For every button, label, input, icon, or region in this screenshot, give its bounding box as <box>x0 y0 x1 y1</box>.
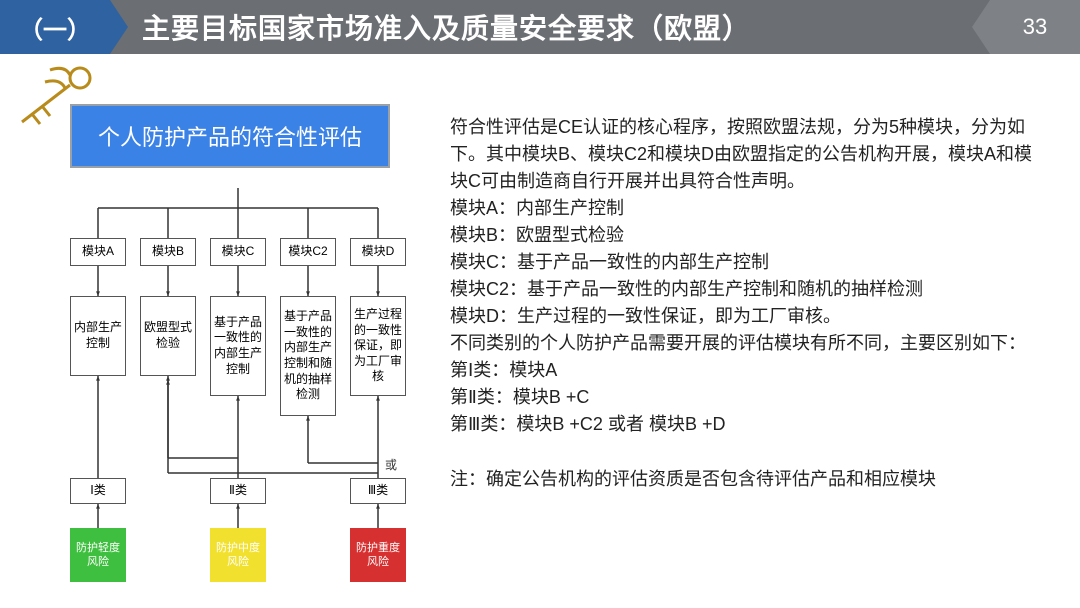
slide-body: 个人防护产品的符合性评估 模块A 模块B 模块C 模块C2 模块D 内部生产控制欧盟型式检… <box>0 54 1080 588</box>
slide-header: （一） 主要目标国家市场准入及质量安全要求（欧盟） 33 <box>0 0 1080 54</box>
category-box: Ⅲ类 <box>350 478 406 504</box>
section-label: （一） <box>0 0 110 54</box>
risk-box: 防护中度风险 <box>210 528 266 582</box>
key-staff-icon <box>10 60 100 140</box>
diagram-column: 个人防护产品的符合性评估 模块A 模块B 模块C 模块C2 模块D 内部生产控制欧盟型式检… <box>40 74 420 588</box>
body-line: 第Ⅰ类：模块A <box>450 357 1040 384</box>
body-line: 模块A：内部生产控制 <box>450 195 1040 222</box>
module-desc-box: 欧盟型式检验 <box>140 296 196 376</box>
category-box: Ⅱ类 <box>210 478 266 504</box>
body-note: 注：确定公告机构的评估资质是否包含待评估产品和相应模块 <box>450 466 1040 493</box>
body-line: 不同类别的个人防护产品需要开展的评估模块有所不同，主要区别如下： <box>450 330 1040 357</box>
text-column: 符合性评估是CE认证的核心程序，按照欧盟法规，分为5种模块，分为如下。其中模块B… <box>450 74 1040 588</box>
body-line: 模块D：生产过程的一致性保证，即为工厂审核。 <box>450 303 1040 330</box>
or-label: 或 <box>385 456 397 473</box>
page-number: 33 <box>990 0 1080 54</box>
body-line: 第Ⅱ类：模块B +C <box>450 384 1040 411</box>
body-line: 第Ⅲ类：模块B +C2 或者 模块B +D <box>450 411 1040 438</box>
body-line: 符合性评估是CE认证的核心程序，按照欧盟法规，分为5种模块，分为如下。其中模块B… <box>450 114 1040 195</box>
module-box: 模块B <box>140 238 196 266</box>
body-paragraphs: 符合性评估是CE认证的核心程序，按照欧盟法规，分为5种模块，分为如下。其中模块B… <box>450 114 1040 438</box>
module-desc-box: 基于产品一致性的内部生产控制和随机的抽样检测 <box>280 296 336 416</box>
risk-box: 防护重度风险 <box>350 528 406 582</box>
slide-title: 主要目标国家市场准入及质量安全要求（欧盟） <box>142 7 751 47</box>
risk-box: 防护轻度风险 <box>70 528 126 582</box>
body-line: 模块C2：基于产品一致性的内部生产控制和随机的抽样检测 <box>450 276 1040 303</box>
module-box: 模块C2 <box>280 238 336 266</box>
module-box: 模块D <box>350 238 406 266</box>
module-desc-box: 生产过程的一致性保证，即为工厂审核 <box>350 296 406 396</box>
body-line: 模块B：欧盟型式检验 <box>450 222 1040 249</box>
module-desc-box: 基于产品一致性的内部生产控制 <box>210 296 266 396</box>
body-line: 模块C：基于产品一致性的内部生产控制 <box>450 249 1040 276</box>
module-desc-box: 内部生产控制 <box>70 296 126 376</box>
flow-diagram: 模块A模块B模块C模块C2模块D内部生产控制欧盟型式检验基于产品一致性的内部生产… <box>40 168 420 588</box>
category-box: Ⅰ类 <box>70 478 126 504</box>
module-box: 模块C <box>210 238 266 266</box>
diagram-title: 个人防护产品的符合性评估 <box>70 104 390 168</box>
module-box: 模块A <box>70 238 126 266</box>
